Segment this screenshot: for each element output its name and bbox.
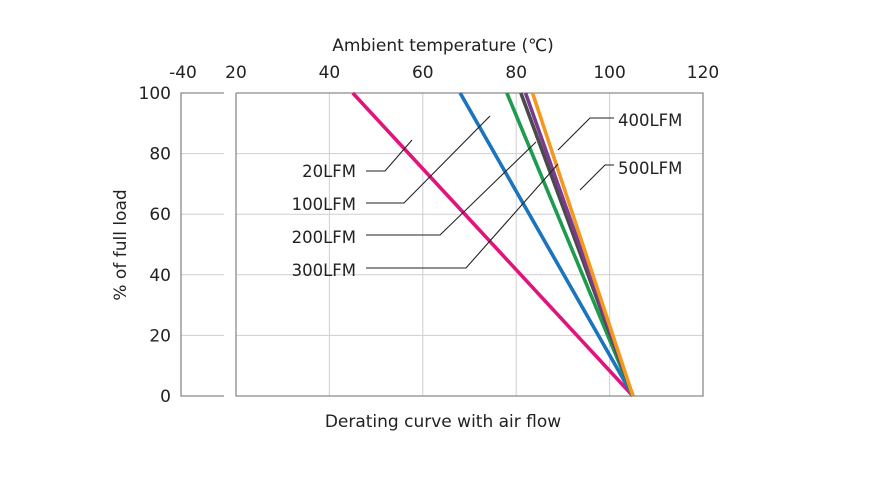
series-line-500lfm [530,92,635,397]
y-tick-label: 0 [160,387,171,407]
series-label-300lfm: 300LFM [292,261,356,280]
main-plot-frame [235,92,704,397]
series-label-20lfm: 20LFM [302,162,356,181]
series-line-20lfm [351,91,635,398]
y-tick-label: 80 [149,145,171,165]
series-lines [351,91,635,398]
series-label-500lfm: 500LFM [618,159,682,178]
leader-line-200lfm [366,141,537,236]
x-tick-label: 40 [319,63,341,83]
series-label-200lfm: 200LFM [292,228,356,247]
y-tick-label: 100 [139,84,171,104]
leader-line-300lfm [366,163,559,269]
leader-line-500lfm [579,164,614,191]
series-line-100lfm [458,92,635,397]
chart-caption: Derating curve with air flow [325,412,561,432]
x-tick-label: 20 [225,63,247,83]
x-axis-title: Ambient temperature (℃) [332,36,554,56]
left-axis-segment [180,92,224,397]
tick-labels: -40 20 40 60 80 100 120 100 80 60 40 20 0 [139,63,720,407]
series-labels: 20LFM 100LFM 200LFM 300LFM 400LFM 500LFM [292,111,683,280]
plot-frame [180,92,704,397]
series-line-200lfm [505,92,635,397]
leader-line-20lfm [366,139,413,172]
leader-line-100lfm [366,115,491,204]
series-label-400lfm: 400LFM [618,111,682,130]
x-tick-label: -40 [169,63,197,83]
leader-lines [366,115,614,269]
x-tick-label: 60 [412,63,434,83]
x-tick-label: 100 [593,63,625,83]
grid [181,93,703,396]
y-tick-label: 40 [149,266,171,286]
y-tick-label: 20 [149,326,171,346]
x-tick-label: 80 [505,63,527,83]
series-label-100lfm: 100LFM [292,195,356,214]
y-axis-title: % of full load [111,189,131,300]
y-tick-label: 60 [149,205,171,225]
x-tick-label: 120 [687,63,719,83]
leader-line-400lfm [557,117,614,151]
